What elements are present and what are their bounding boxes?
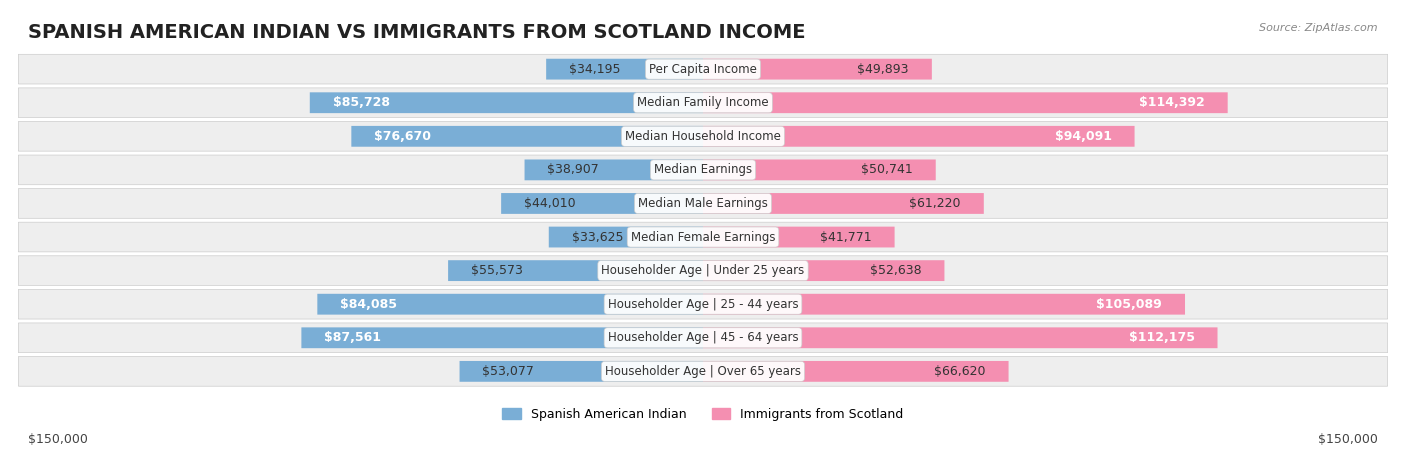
- Text: Householder Age | Under 25 years: Householder Age | Under 25 years: [602, 264, 804, 277]
- FancyBboxPatch shape: [546, 59, 703, 79]
- Text: $112,175: $112,175: [1129, 331, 1195, 344]
- Text: Householder Age | 25 - 44 years: Householder Age | 25 - 44 years: [607, 297, 799, 311]
- Text: $41,771: $41,771: [820, 231, 872, 244]
- FancyBboxPatch shape: [18, 54, 1388, 84]
- FancyBboxPatch shape: [703, 92, 1227, 113]
- Text: $55,573: $55,573: [471, 264, 523, 277]
- Text: $49,893: $49,893: [858, 63, 908, 76]
- Text: $66,620: $66,620: [934, 365, 986, 378]
- FancyBboxPatch shape: [301, 327, 703, 348]
- FancyBboxPatch shape: [524, 159, 703, 180]
- FancyBboxPatch shape: [352, 126, 703, 147]
- FancyBboxPatch shape: [318, 294, 703, 315]
- FancyBboxPatch shape: [18, 88, 1388, 118]
- FancyBboxPatch shape: [703, 126, 1135, 147]
- Text: Source: ZipAtlas.com: Source: ZipAtlas.com: [1260, 23, 1378, 33]
- FancyBboxPatch shape: [703, 294, 1185, 315]
- Text: $50,741: $50,741: [860, 163, 912, 177]
- Text: $61,220: $61,220: [910, 197, 960, 210]
- FancyBboxPatch shape: [18, 189, 1388, 218]
- Text: $34,195: $34,195: [569, 63, 620, 76]
- Text: SPANISH AMERICAN INDIAN VS IMMIGRANTS FROM SCOTLAND INCOME: SPANISH AMERICAN INDIAN VS IMMIGRANTS FR…: [28, 23, 806, 42]
- Text: Median Household Income: Median Household Income: [626, 130, 780, 143]
- FancyBboxPatch shape: [18, 222, 1388, 252]
- FancyBboxPatch shape: [703, 226, 894, 248]
- Text: Median Family Income: Median Family Income: [637, 96, 769, 109]
- FancyBboxPatch shape: [703, 327, 1218, 348]
- Text: $94,091: $94,091: [1054, 130, 1112, 143]
- FancyBboxPatch shape: [18, 290, 1388, 319]
- FancyBboxPatch shape: [18, 356, 1388, 386]
- Legend: Spanish American Indian, Immigrants from Scotland: Spanish American Indian, Immigrants from…: [498, 403, 908, 425]
- Text: Median Female Earnings: Median Female Earnings: [631, 231, 775, 244]
- Text: $105,089: $105,089: [1097, 297, 1163, 311]
- Text: Householder Age | 45 - 64 years: Householder Age | 45 - 64 years: [607, 331, 799, 344]
- FancyBboxPatch shape: [18, 155, 1388, 185]
- FancyBboxPatch shape: [449, 260, 703, 281]
- Text: $150,000: $150,000: [1317, 433, 1378, 446]
- FancyBboxPatch shape: [548, 226, 703, 248]
- Text: Median Male Earnings: Median Male Earnings: [638, 197, 768, 210]
- Text: $150,000: $150,000: [28, 433, 89, 446]
- Text: $87,561: $87,561: [325, 331, 381, 344]
- FancyBboxPatch shape: [18, 323, 1388, 353]
- FancyBboxPatch shape: [309, 92, 703, 113]
- Text: Median Earnings: Median Earnings: [654, 163, 752, 177]
- Text: $44,010: $44,010: [524, 197, 575, 210]
- Text: Per Capita Income: Per Capita Income: [650, 63, 756, 76]
- Text: Householder Age | Over 65 years: Householder Age | Over 65 years: [605, 365, 801, 378]
- FancyBboxPatch shape: [703, 361, 1008, 382]
- Text: $84,085: $84,085: [340, 297, 398, 311]
- Text: $114,392: $114,392: [1139, 96, 1205, 109]
- FancyBboxPatch shape: [703, 159, 936, 180]
- Text: $33,625: $33,625: [572, 231, 623, 244]
- FancyBboxPatch shape: [501, 193, 703, 214]
- FancyBboxPatch shape: [703, 59, 932, 79]
- FancyBboxPatch shape: [460, 361, 703, 382]
- Text: $52,638: $52,638: [870, 264, 921, 277]
- Text: $76,670: $76,670: [374, 130, 432, 143]
- FancyBboxPatch shape: [18, 121, 1388, 151]
- FancyBboxPatch shape: [18, 256, 1388, 285]
- Text: $38,907: $38,907: [547, 163, 599, 177]
- Text: $85,728: $85,728: [333, 96, 389, 109]
- FancyBboxPatch shape: [703, 193, 984, 214]
- FancyBboxPatch shape: [703, 260, 945, 281]
- Text: $53,077: $53,077: [482, 365, 534, 378]
